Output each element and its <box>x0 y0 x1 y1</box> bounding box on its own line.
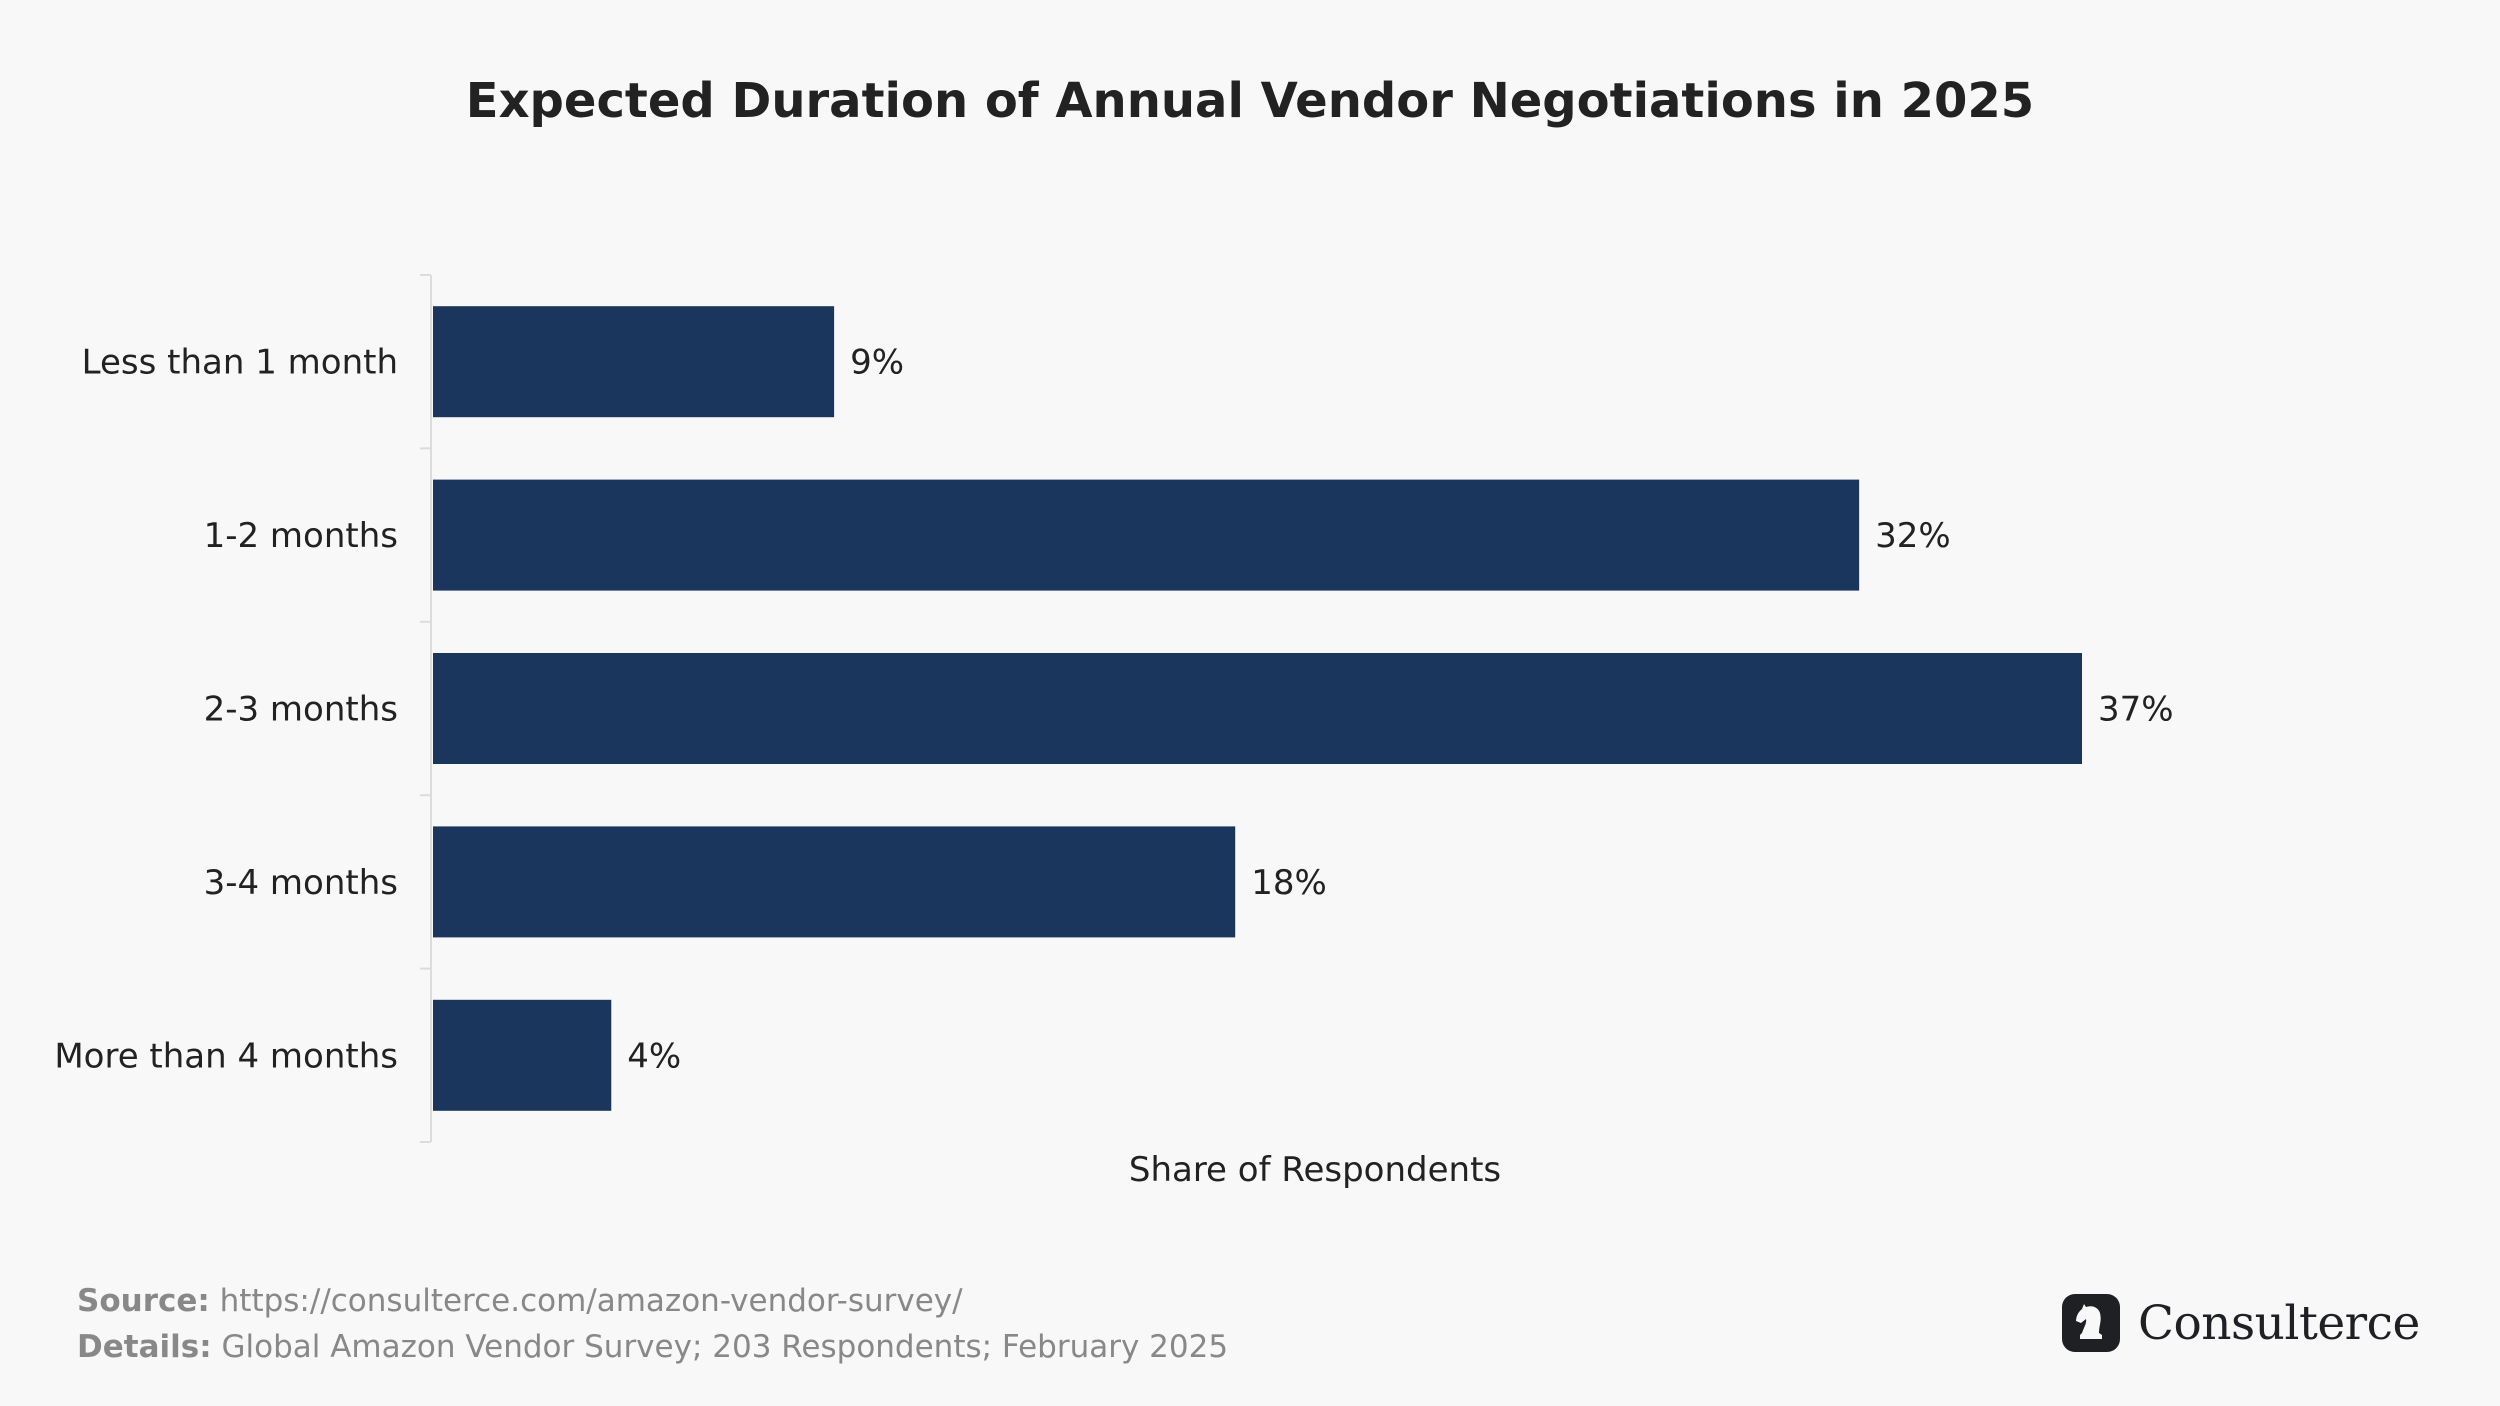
chart-title: Expected Duration of Annual Vendor Negot… <box>466 73 2034 129</box>
category-label: More than 4 months <box>54 1036 398 1076</box>
bar[interactable] <box>433 479 1860 591</box>
knight-chess-icon <box>2062 1294 2120 1352</box>
category-label: 3-4 months <box>204 863 398 903</box>
source-label: Source: <box>77 1283 210 1319</box>
brand-logo: Consulterce <box>2062 1292 2420 1354</box>
source-line: Source: https://consulterce.com/amazon-v… <box>77 1278 1228 1324</box>
category-label: 2-3 months <box>204 690 398 730</box>
bar[interactable] <box>433 653 2082 764</box>
details-text: Global Amazon Vendor Survey; 203 Respond… <box>221 1329 1229 1365</box>
category-label: 1-2 months <box>204 516 398 556</box>
bar[interactable] <box>433 306 835 418</box>
value-label: 9% <box>850 343 904 383</box>
value-label: 37% <box>2098 690 2174 730</box>
details-label: Details: <box>77 1329 212 1365</box>
x-axis-label: Share of Respondents <box>1129 1150 1501 1190</box>
bar[interactable] <box>433 999 612 1111</box>
footer: Source: https://consulterce.com/amazon-v… <box>77 1278 1228 1370</box>
source-url[interactable]: https://consulterce.com/amazon-vendor-su… <box>219 1283 963 1319</box>
value-label: 32% <box>1875 516 1951 556</box>
category-label: Less than 1 month <box>82 343 398 383</box>
value-label: 4% <box>627 1036 681 1076</box>
details-line: Details: Global Amazon Vendor Survey; 20… <box>77 1324 1228 1370</box>
value-label: 18% <box>1251 863 1327 903</box>
bar[interactable] <box>433 826 1236 938</box>
brand-name: Consulterce <box>2138 1295 2420 1351</box>
